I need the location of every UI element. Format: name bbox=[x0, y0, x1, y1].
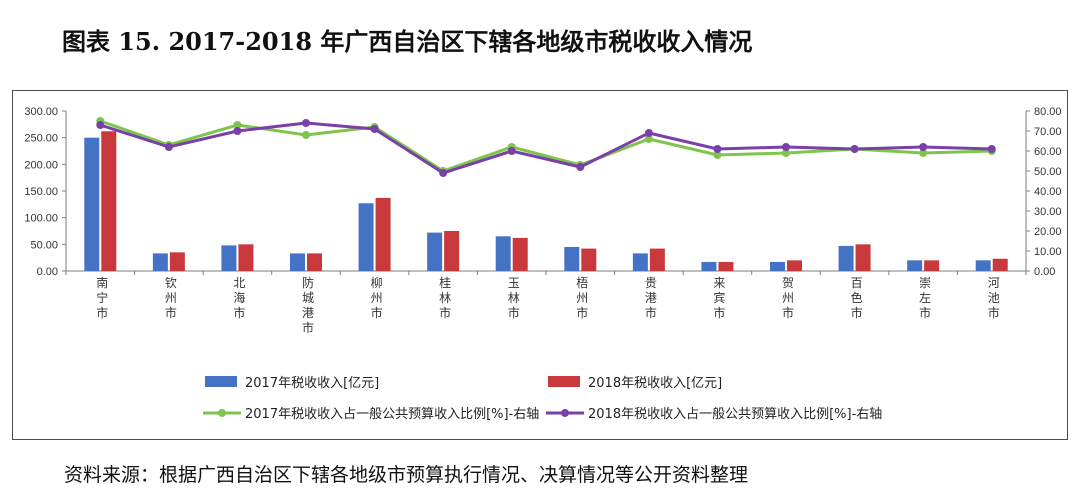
x-tick-label: 贵港市 bbox=[645, 276, 657, 320]
bar-2017 bbox=[701, 261, 717, 271]
line-point-2017 bbox=[302, 131, 310, 139]
bar-2017 bbox=[290, 253, 305, 271]
bar-2017 bbox=[221, 245, 237, 271]
line-point-2018 bbox=[987, 145, 996, 153]
x-tick-labels: 南宁市 钦州市 北海市 防城港市 柳州市 桂林市 玉林市 梧州市 贵港市 来宾市 贺州市 百色市 崇左市… bbox=[96, 275, 999, 335]
line-point-2018 bbox=[713, 145, 722, 153]
bar-2018 bbox=[992, 258, 1008, 271]
legend-marker bbox=[561, 409, 569, 417]
bar-2017 bbox=[152, 253, 168, 271]
bar-2018 bbox=[238, 244, 254, 271]
line-point-2017 bbox=[782, 149, 790, 157]
bar-2017 bbox=[632, 253, 648, 271]
line-point-2018 bbox=[370, 125, 379, 133]
left-tick-label: 200.00 bbox=[24, 159, 58, 171]
right-tick-label: 0.00 bbox=[1034, 266, 1055, 278]
x-tick-label: 南宁市 bbox=[96, 275, 108, 320]
right-tick-label: 70.00 bbox=[1034, 126, 1062, 138]
axes: 0.00 50.00 100.00 150.00 200.00 250.00 300.00 0… bbox=[24, 106, 1061, 278]
bar-2017 bbox=[770, 261, 785, 271]
line-series-2018 bbox=[99, 121, 992, 175]
chart-frame bbox=[12, 90, 1068, 440]
lines bbox=[96, 117, 996, 177]
line-point-2018 bbox=[850, 145, 859, 153]
x-tick-label: 梧州市 bbox=[576, 275, 588, 320]
left-tick-label: 100.00 bbox=[24, 213, 58, 225]
bar-2018 bbox=[581, 248, 597, 271]
right-tick-label: 40.00 bbox=[1034, 186, 1062, 198]
bar-2018 bbox=[855, 244, 871, 271]
line-point-2018 bbox=[96, 121, 105, 129]
x-tick-label: 北海市 bbox=[233, 276, 245, 320]
line-point-2017 bbox=[233, 121, 242, 129]
bar-2018 bbox=[444, 231, 460, 271]
line-point-2018 bbox=[919, 143, 928, 151]
bar-2018 bbox=[169, 252, 185, 271]
line-point-2017 bbox=[919, 149, 928, 157]
chart-title: 图表 15. 2017-2018 年广西自治区下辖各地级市税收收入情况 bbox=[62, 27, 753, 56]
legend-label: 2018年税收收入[亿元] bbox=[588, 376, 722, 391]
line-point-2017 bbox=[713, 151, 722, 159]
line-point-2017 bbox=[644, 135, 653, 143]
bar-2018 bbox=[649, 248, 665, 271]
line-point-2018 bbox=[507, 147, 516, 155]
x-tick-label: 柳州市 bbox=[371, 276, 383, 320]
source-note: 资料来源：根据广西自治区下辖各地级市预算执行情况、决算情况等公开资料整理 bbox=[64, 464, 749, 486]
bar-2018 bbox=[375, 197, 391, 271]
bar-2017 bbox=[84, 137, 100, 271]
bar-2018 bbox=[718, 261, 734, 271]
bar-2018 bbox=[101, 131, 117, 271]
legend-swatch bbox=[205, 376, 237, 387]
x-tick-label: 玉林市 bbox=[508, 276, 520, 320]
x-tick-label: 百色市 bbox=[851, 276, 863, 320]
x-tick-label: 钦州市 bbox=[165, 276, 177, 320]
line-point-2018 bbox=[782, 143, 790, 151]
bar-2017 bbox=[564, 247, 580, 271]
bar-2018 bbox=[924, 260, 940, 271]
legend-label: 2017年税收收入[亿元] bbox=[245, 376, 379, 391]
x-tick-label: 桂林市 bbox=[439, 275, 451, 320]
x-tick-label: 来宾市 bbox=[713, 276, 725, 320]
bar-2017 bbox=[495, 236, 511, 271]
bar-2017 bbox=[427, 232, 443, 271]
x-tick-label: 河池市 bbox=[988, 276, 1000, 320]
legend-label: 2017年税收收入占一般公共预算收入比例[%]-右轴 bbox=[245, 406, 539, 422]
legend-marker bbox=[218, 409, 226, 417]
bar-2017 bbox=[975, 260, 991, 271]
right-tick-label: 10.00 bbox=[1034, 246, 1062, 258]
bar-2018 bbox=[307, 253, 322, 271]
bar-2018 bbox=[512, 237, 528, 271]
x-tick-label: 防城港市 bbox=[302, 275, 314, 335]
right-tick-label: 20.00 bbox=[1034, 226, 1062, 238]
right-tick-label: 30.00 bbox=[1034, 206, 1062, 218]
right-tick-label: 80.00 bbox=[1034, 106, 1062, 118]
line-series-2017 bbox=[99, 119, 992, 173]
line-point-2018 bbox=[576, 163, 585, 171]
line-point-2018 bbox=[302, 119, 310, 127]
legend: 2017年税收收入[亿元] 2018年税收收入[亿元] 2017年税收收入占一般公共… bbox=[203, 376, 882, 422]
left-tick-label: 150.00 bbox=[24, 186, 58, 198]
left-tick-label: 0.00 bbox=[37, 266, 58, 278]
line-point-2018 bbox=[439, 169, 448, 177]
x-tick-label: 贺州市 bbox=[782, 276, 794, 320]
line-point-2018 bbox=[644, 129, 653, 137]
left-tick-label: 300.00 bbox=[24, 106, 58, 118]
left-tick-label: 250.00 bbox=[24, 133, 58, 145]
x-tick-label: 崇左市 bbox=[919, 276, 931, 320]
line-point-2018 bbox=[233, 127, 242, 135]
bar-2017 bbox=[838, 245, 854, 271]
legend-label: 2018年税收收入占一般公共预算收入比例[%]-右轴 bbox=[588, 406, 882, 422]
right-tick-label: 50.00 bbox=[1034, 166, 1062, 178]
legend-swatch bbox=[548, 376, 580, 387]
bar-2018 bbox=[787, 260, 802, 271]
bar-2017 bbox=[358, 203, 374, 271]
left-tick-label: 50.00 bbox=[30, 239, 58, 251]
right-tick-label: 60.00 bbox=[1034, 146, 1062, 158]
line-point-2018 bbox=[164, 143, 173, 151]
bars bbox=[84, 131, 1008, 271]
bar-2017 bbox=[907, 260, 923, 271]
